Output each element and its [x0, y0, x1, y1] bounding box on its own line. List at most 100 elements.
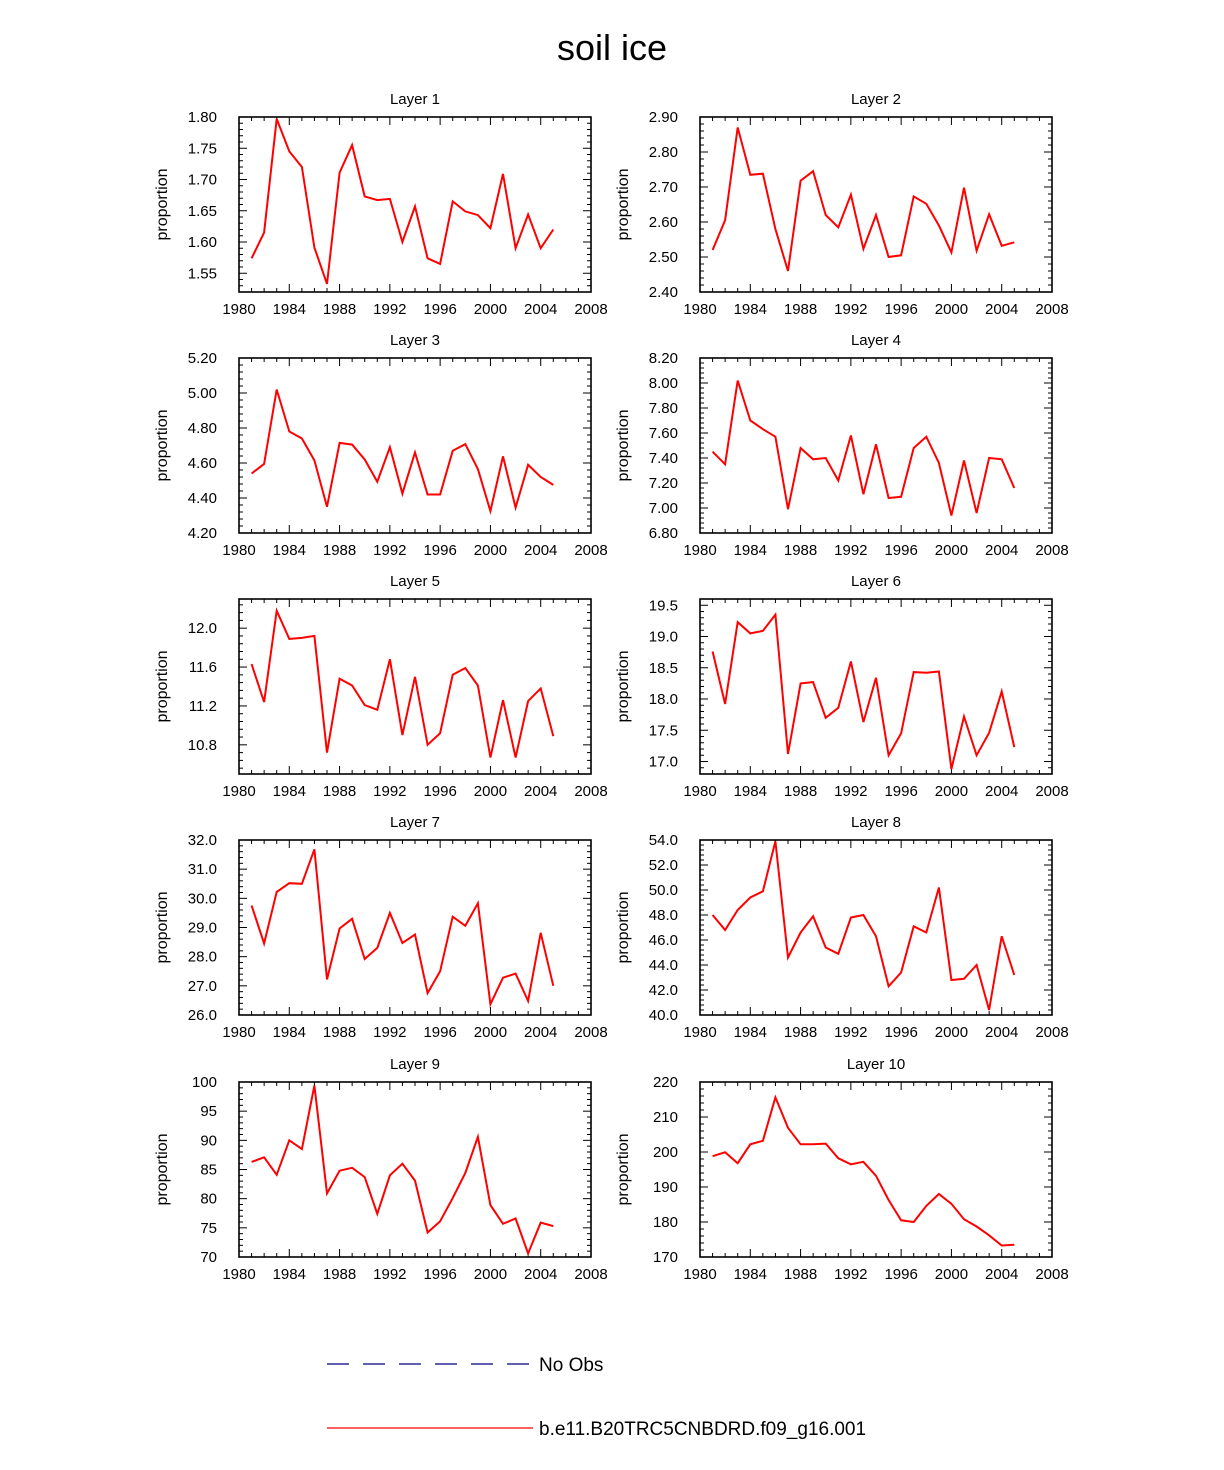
panels: Layer 1 1980 1984 1988 1992 1996 2000 2004 2008 1… [154, 91, 1069, 1283]
x-tick-label: 1980 [683, 1024, 716, 1041]
x-tick-label: 2008 [574, 1024, 607, 1041]
y-tick-label: 1.55 [188, 265, 217, 282]
x-tick-label: 1992 [373, 783, 406, 800]
y-tick-label: 11.2 [189, 698, 217, 715]
y-tick-label: 5.20 [188, 350, 217, 367]
y-tick-label: 2.40 [649, 284, 678, 301]
y-tick-label: 8.00 [649, 375, 678, 392]
y-tick-label: 1.70 [188, 172, 217, 189]
y-tick-label: 42.0 [649, 982, 678, 999]
y-axis-label: proportion [615, 650, 632, 722]
y-tick-label: 1.65 [188, 203, 217, 220]
y-tick-label: 8.20 [649, 350, 678, 367]
x-tick-label: 1988 [323, 783, 356, 800]
x-tick-label: 1984 [273, 301, 306, 318]
x-tick-label: 2004 [985, 1024, 1018, 1041]
x-tick-label: 1984 [273, 783, 306, 800]
x-tick-label: 2004 [985, 301, 1018, 318]
chart-panel-1: Layer 1 1980 1984 1988 1992 1996 2000 2004 2008 1… [154, 91, 608, 318]
y-tick-label: 4.20 [188, 525, 217, 542]
y-tick-label: 28.0 [188, 949, 217, 966]
y-tick-label: 26.0 [188, 1007, 217, 1024]
y-tick-label: 27.0 [188, 978, 217, 995]
x-tick-label: 1980 [222, 783, 255, 800]
x-tick-label: 1988 [323, 1024, 356, 1041]
legend-no-obs-label: No Obs [539, 1355, 603, 1376]
y-tick-label: 170 [653, 1249, 678, 1266]
chart-panel-10: Layer 10 1980 1984 1988 1992 1996 2000 2004 2008… [615, 1056, 1069, 1283]
y-tick-label: 46.0 [649, 932, 678, 949]
x-tick-label: 1996 [423, 301, 456, 318]
chart-title: Layer 6 [851, 573, 901, 590]
y-tick-label: 11.6 [189, 659, 217, 676]
plot-frame [238, 839, 592, 1016]
x-tick-label: 1984 [734, 783, 767, 800]
chart-panel-4: Layer 4 1980 1984 1988 1992 1996 2000 2004 2008 6… [615, 332, 1069, 559]
legend-model-label: b.e11.B20TRC5CNBDRD.f09_g16.001 [539, 1419, 866, 1440]
y-tick-label: 7.60 [649, 425, 678, 442]
y-tick-label: 95 [200, 1103, 217, 1120]
chart-title: Layer 5 [390, 573, 440, 590]
x-tick-label: 2004 [985, 783, 1018, 800]
x-tick-label: 1988 [784, 1024, 817, 1041]
y-tick-label: 1.80 [188, 109, 217, 126]
x-tick-label: 1988 [784, 542, 817, 559]
x-tick-label: 1980 [222, 542, 255, 559]
y-tick-label: 18.5 [649, 660, 678, 677]
y-tick-label: 54.0 [649, 832, 678, 849]
x-tick-label: 1980 [222, 1024, 255, 1041]
x-tick-label: 1980 [222, 1266, 255, 1283]
x-tick-label: 2008 [574, 1266, 607, 1283]
y-tick-label: 190 [653, 1179, 678, 1196]
x-tick-label: 1988 [323, 542, 356, 559]
y-tick-label: 17.5 [649, 722, 678, 739]
x-tick-label: 1996 [884, 783, 917, 800]
chart-panel-3: Layer 3 1980 1984 1988 1992 1996 2000 2004 2008 4… [154, 332, 608, 559]
series-line [250, 848, 555, 1008]
x-tick-label: 1992 [834, 783, 867, 800]
x-tick-label: 2004 [524, 783, 557, 800]
x-tick-label: 1980 [222, 301, 255, 318]
x-tick-label: 1988 [784, 301, 817, 318]
chart-title: Layer 1 [390, 91, 440, 108]
y-tick-label: 1.60 [188, 234, 217, 251]
series-line [251, 1085, 554, 1257]
y-tick-label: 50.0 [649, 882, 678, 899]
y-tick-label: 18.0 [649, 691, 678, 708]
x-tick-label: 1992 [373, 301, 406, 318]
x-tick-label: 2004 [985, 542, 1018, 559]
y-tick-label: 17.0 [649, 754, 678, 771]
y-tick-label: 7.00 [649, 500, 678, 517]
chart-title: Layer 3 [390, 332, 440, 349]
plot-frame [238, 598, 592, 775]
x-tick-label: 1996 [884, 1024, 917, 1041]
series-line [250, 118, 555, 285]
y-tick-label: 7.40 [649, 450, 678, 467]
x-tick-label: 1988 [323, 301, 356, 318]
y-tick-label: 75 [200, 1220, 217, 1237]
x-tick-label: 2000 [935, 1024, 968, 1041]
y-tick-label: 19.0 [649, 629, 678, 646]
y-tick-label: 10.8 [188, 737, 217, 754]
chart-panel-6: Layer 6 1980 1984 1988 1992 1996 2000 2004 2008 1… [615, 573, 1069, 800]
x-tick-label: 2004 [524, 1266, 557, 1283]
plot-frame [238, 357, 592, 534]
y-axis-label: proportion [615, 1133, 632, 1205]
x-tick-label: 1996 [423, 542, 456, 559]
legend: No Obs b.e11.B20TRC5CNBDRD.f09_g16.001 [327, 1355, 866, 1440]
chart-panel-7: Layer 7 1980 1984 1988 1992 1996 2000 2004 2008 2… [154, 814, 608, 1041]
y-axis-label: proportion [615, 891, 632, 963]
x-tick-label: 1992 [834, 301, 867, 318]
x-tick-label: 2000 [935, 783, 968, 800]
y-tick-label: 32.0 [188, 832, 217, 849]
x-tick-label: 1984 [734, 1024, 767, 1041]
y-tick-label: 220 [653, 1074, 678, 1091]
x-tick-label: 2008 [1035, 1024, 1068, 1041]
chart-title: Layer 9 [390, 1056, 440, 1073]
chart-title: Layer 10 [847, 1056, 905, 1073]
chart-panel-9: Layer 9 1980 1984 1988 1992 1996 2000 2004 2008 7… [154, 1056, 608, 1283]
chart-panel-2: Layer 2 1980 1984 1988 1992 1996 2000 2004 2008 2… [615, 91, 1069, 318]
y-tick-label: 4.80 [188, 420, 217, 437]
x-tick-label: 1984 [734, 1266, 767, 1283]
series-line [712, 1094, 1015, 1247]
